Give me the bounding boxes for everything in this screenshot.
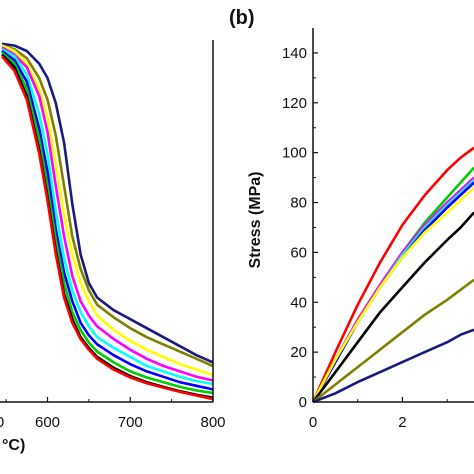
panel-a-x-tick-label-partial: 0: [0, 414, 4, 431]
panel-a-ticks: 600 700 800: [5, 397, 226, 431]
panel-b-y-tick-label-80: 80: [290, 195, 307, 212]
panel-b-series-line-9: [312, 328, 474, 404]
panel-b-y-tick-label-40: 40: [290, 294, 307, 311]
panel-a-x-tick-label-800: 800: [200, 414, 225, 431]
panel-b-y-tick-label-0: 0: [299, 394, 307, 411]
panel-b-x-tick-label-0: 0: [309, 414, 317, 431]
panel-b-series-line-8: [312, 278, 474, 404]
panel-a-series: [1, 42, 213, 401]
panel-a-series-line-9: [1, 55, 213, 401]
panel-a-x-tick-label-700: 700: [118, 414, 143, 431]
panel-a-x-axis-label: °C): [2, 437, 25, 454]
panel-a: 600 700 800 0 °C): [0, 40, 226, 454]
panel-b-y-tick-label-120: 120: [282, 95, 307, 112]
panel-b-x-tick-label-2: 2: [398, 414, 406, 431]
panel-a-series-line-3: [1, 44, 213, 377]
panel-a-series-line-2: [1, 44, 213, 368]
panel-b-y-axis-label: Stress (MPa): [247, 172, 264, 269]
panel-b-series-line-6: [311, 186, 474, 403]
panel-a-series-line-7: [1, 51, 213, 395]
panel-b-y-tick-label-20: 20: [290, 344, 307, 361]
panel-b-series: [311, 146, 474, 404]
panel-b: 0 20 40 60 80 100 120 140 0 2 Stress (MPa) (b): [229, 7, 474, 431]
panel-a-series-line-4: [1, 46, 213, 382]
panel-a-series-line-5: [1, 48, 213, 386]
panel-a-series-line-6: [1, 49, 213, 391]
panel-a-x-tick-label-600: 600: [35, 414, 60, 431]
panel-b-y-tick-label-140: 140: [282, 45, 307, 62]
panel-b-label: (b): [229, 7, 255, 29]
panel-b-y-tick-label-100: 100: [282, 145, 307, 162]
panel-b-series-line-7: [311, 211, 474, 403]
panel-b-series-line-1: [311, 146, 474, 403]
panel-b-y-tick-label-60: 60: [290, 244, 307, 261]
panel-a-series-line-1: [1, 42, 213, 364]
panel-b-ticks: 0 20 40 60 80 100 120 140 0 2: [282, 45, 448, 431]
